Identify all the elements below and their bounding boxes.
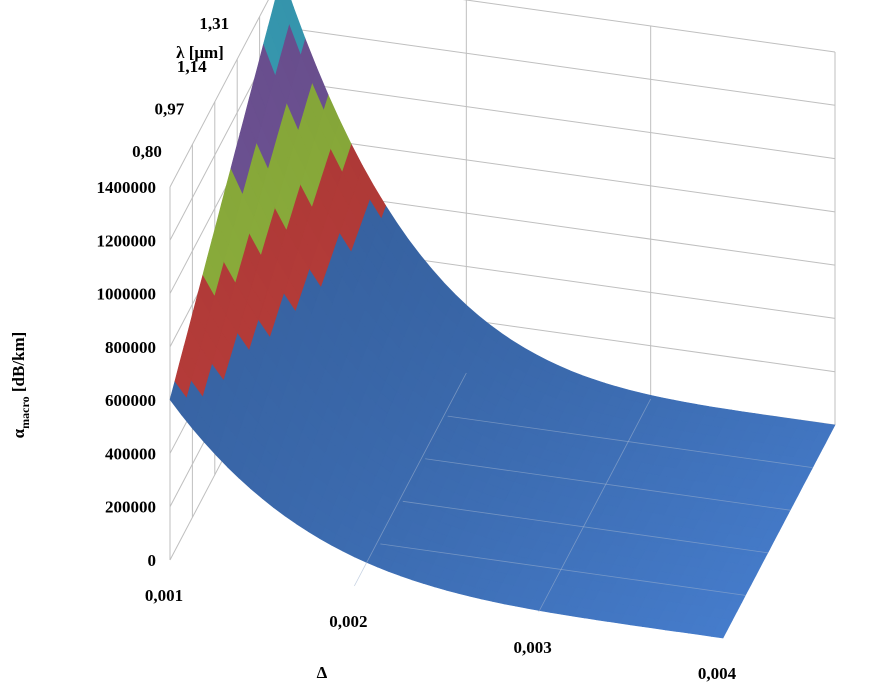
back-wall-gridline	[462, 0, 836, 53]
back-wall-gridline	[281, 26, 836, 106]
surface-cell	[169, 381, 187, 416]
z-axis-title-unit: [dB/km]	[9, 332, 28, 397]
floor-gridline	[380, 543, 746, 596]
x-tick-label: 0,001	[145, 586, 183, 605]
depth-tick-label: 0,80	[132, 142, 162, 161]
z-tick-label: 1200000	[97, 231, 157, 250]
z-axis-ticks: 0 200000 400000 600000 800000 1000000 1200000 1…	[97, 178, 157, 570]
floor-gridline	[425, 458, 791, 511]
depth-tick-label: 1,14	[177, 57, 207, 76]
surface-plot	[169, 0, 836, 639]
z-axis-title-sub: macro	[18, 396, 32, 428]
x-axis-ticks: 0,001 0,002 0,003 0,004	[145, 586, 737, 683]
back-wall-gridline	[281, 80, 836, 160]
depth-axis-title: λ [μm]	[176, 43, 224, 62]
z-tick-label: 800000	[105, 338, 156, 357]
z-tick-label: 400000	[105, 444, 156, 463]
back-wall-gridline	[281, 133, 836, 213]
z-axis-title: αmacro [dB/km]	[9, 332, 32, 439]
z-tick-label: 600000	[105, 391, 156, 410]
depth-axis-ticks: 0,800,971,141,311,481,65	[132, 14, 229, 161]
z-tick-label: 1000000	[97, 285, 157, 304]
floor-gridline	[447, 415, 813, 468]
x-axis-title: Δ	[317, 663, 328, 682]
floor-gridline	[353, 372, 467, 587]
floor-gridline	[538, 398, 652, 613]
z-tick-label: 1400000	[97, 178, 157, 197]
z-tick-label: 0	[148, 551, 157, 570]
depth-tick-label: 1,31	[199, 14, 229, 33]
left-wall-gridline	[169, 0, 269, 188]
x-tick-label: 0,002	[329, 612, 367, 631]
z-tick-label: 200000	[105, 498, 156, 517]
floor-gridline	[402, 500, 768, 554]
x-tick-label: 0,004	[698, 664, 737, 683]
z-axis-title-main: α	[9, 428, 28, 438]
x-tick-label: 0,003	[514, 638, 552, 657]
depth-tick-label: 0,97	[155, 99, 185, 118]
